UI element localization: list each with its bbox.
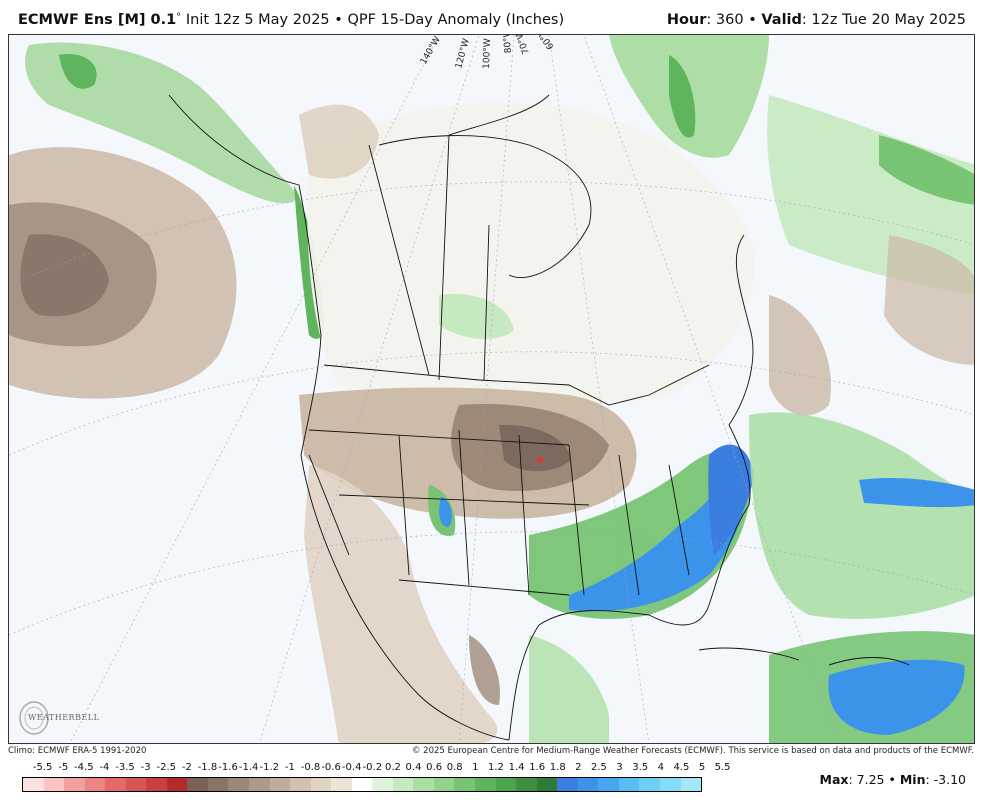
colorbar-tick-label: 2.5 — [591, 762, 607, 773]
colorbar-tick-label: 2 — [575, 762, 582, 773]
lon-label-80w: 80°W — [502, 35, 514, 54]
colorbar-tick-label: 1.8 — [549, 762, 566, 773]
colorbar-tick-label: -0.8 — [300, 762, 321, 773]
colorbar-tick-label: -0.6 — [321, 762, 341, 773]
valid-time: Hour: 360 • Valid: 12z Tue 20 May 2025 — [666, 12, 966, 28]
colorbar-swatch — [269, 778, 291, 791]
logo-text: WEATHERBELL — [28, 713, 100, 722]
colorbar-labels: -5.5 -5 -4.5 -4 -3.5 -3 -2.5 -2 -1.8 -1.6 -1.4 -1.2… — [22, 762, 731, 776]
colorbar-swatch — [454, 778, 476, 791]
colorbar-tick-label: -0.2 — [362, 762, 383, 773]
colorbar-tick-label: -1.6 — [218, 762, 238, 773]
colorbar-tick-label: 3.5 — [632, 762, 649, 773]
colorbar-swatches — [22, 777, 702, 792]
colorbar-swatch — [618, 778, 640, 791]
colorbar-swatch — [351, 778, 373, 791]
colorbar-tick-label: -2 — [181, 762, 192, 773]
colorbar-swatch — [23, 778, 44, 791]
colorbar-swatch — [516, 778, 537, 791]
colorbar-tick-label: -1.8 — [197, 762, 218, 773]
colorbar-swatch — [187, 778, 208, 791]
colorbar-swatch — [249, 778, 270, 791]
colorbar-tick-label: -4 — [99, 762, 110, 773]
colorbar-tick-label: 0.2 — [384, 762, 401, 773]
colorbar-swatch — [433, 778, 455, 791]
copyright-note: © 2025 European Centre for Medium-Range … — [411, 746, 974, 756]
colorbar-tick-label: 5 — [698, 762, 706, 773]
colorbar-swatch — [146, 778, 167, 791]
colorbar-swatch — [43, 778, 65, 791]
colorbar-swatch — [495, 778, 517, 791]
colorbar-swatch — [310, 778, 332, 791]
colorbar-swatch — [290, 778, 311, 791]
colorbar-tick-label: 1.4 — [508, 762, 525, 773]
colorbar-tick-label: -4.5 — [74, 762, 94, 773]
colorbar-tick-label: 5.5 — [714, 762, 731, 773]
colorbar-tick-label: 4 — [657, 762, 664, 773]
colorbar-swatch — [228, 778, 250, 791]
new-mexico-wet-spot — [439, 497, 452, 527]
gulf-coast-line — [508, 234, 754, 741]
colorbar-tick-label: 1.6 — [529, 762, 546, 773]
colorbar-tick-label: -5 — [58, 762, 69, 773]
colorbar-swatch — [105, 778, 126, 791]
colorbar-swatch — [577, 778, 599, 791]
colorbar-tick-label: -1.2 — [259, 762, 280, 773]
init-time: Init 12z 5 May 2025 — [185, 12, 330, 28]
colorbar-tick-label: 4.5 — [673, 762, 690, 773]
colorbar-swatch — [413, 778, 434, 791]
colorbar-tick-label: 1 — [472, 762, 479, 773]
colorbar-swatch — [639, 778, 660, 791]
max-min-stats: Max: 7.25 • Min: -3.10 — [819, 772, 966, 787]
colorbar-tick-label: 1.2 — [487, 762, 504, 773]
canada-land — [307, 102, 755, 406]
colorbar-tick-label: -0.4 — [341, 762, 362, 773]
colorbar-tick-label: 0.8 — [446, 762, 463, 773]
colorbar-swatch — [331, 778, 352, 791]
us-canada-border — [323, 364, 710, 406]
lon-label-100w: 100°W — [482, 38, 493, 69]
colorbar-tick-label: -5.5 — [32, 762, 53, 773]
colorbar-swatch — [536, 778, 558, 791]
colorbar-tick-label: -1.4 — [238, 762, 259, 773]
colorbar-swatch — [372, 778, 393, 791]
colorbar-tick-label: -3.5 — [115, 762, 135, 773]
colorbar-tick-label: 3 — [616, 762, 623, 773]
map-title: ECMWF Ens [M] 0.1° Init 12z 5 May 2025 •… — [18, 12, 565, 28]
model-name: ECMWF Ens [M] 0.1 — [18, 12, 177, 28]
map-canvas: 140°W 120°W 100°W 80°W 70°W 60°W — [8, 34, 975, 744]
climo-note: Climo: ECMWF ERA-5 1991-2020 — [8, 746, 147, 756]
colorbar-swatch — [659, 778, 681, 791]
colorbar-swatch — [598, 778, 619, 791]
colorbar-swatch — [680, 778, 702, 791]
colorbar-swatch — [557, 778, 578, 791]
colorbar-swatch — [166, 778, 188, 791]
colorbar-tick-label: -2.5 — [156, 762, 176, 773]
colorbar-tick-label: -3 — [140, 762, 151, 773]
colorbar-tick-label: 0.6 — [426, 762, 443, 773]
colorbar-swatch — [207, 778, 229, 791]
colorbar-swatch — [64, 778, 85, 791]
header: ECMWF Ens [M] 0.1° Init 12z 5 May 2025 •… — [0, 0, 984, 34]
colorbar-tick-label: -1 — [284, 762, 295, 773]
colorbar-swatch — [84, 778, 106, 791]
max-value: : 7.25 — [848, 772, 885, 787]
colorbar-tick-label: 0.4 — [405, 762, 422, 773]
colorbar-legend: -5.5 -5 -4.5 -4 -3.5 -3 -2.5 -2 -1.8 -1.6 -1.4 -1.2… — [22, 762, 731, 798]
weatherbell-logo — [19, 701, 49, 735]
colorbar-swatch — [475, 778, 496, 791]
product-name: QPF 15-Day Anomaly (Inches) — [347, 12, 565, 28]
west-coast-line — [168, 94, 510, 741]
colorbar-swatch — [125, 778, 147, 791]
min-value: : -3.10 — [925, 772, 966, 787]
colorbar-swatch — [392, 778, 414, 791]
